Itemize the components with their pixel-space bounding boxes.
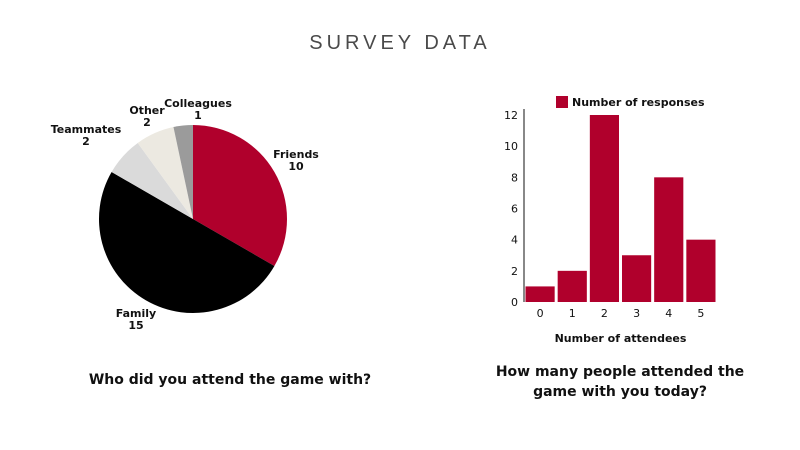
pie-slice-family bbox=[99, 172, 275, 313]
y-tick-label: 12 bbox=[504, 109, 518, 122]
bar-4 bbox=[654, 177, 684, 302]
pie-slice-other bbox=[137, 127, 193, 219]
y-tick-label: 2 bbox=[511, 265, 518, 278]
bar-5 bbox=[686, 239, 716, 302]
pie-label-friends: Friends bbox=[273, 148, 319, 161]
pie-value-other: 2 bbox=[143, 116, 151, 129]
page-title: SURVEY DATA bbox=[309, 32, 491, 54]
legend-label: Number of responses bbox=[572, 96, 705, 109]
y-tick-label: 4 bbox=[511, 234, 518, 247]
x-tick-label: 1 bbox=[569, 307, 576, 320]
y-tick-label: 8 bbox=[511, 171, 518, 184]
pie-label-family: Family bbox=[116, 307, 156, 320]
pie-value-teammates: 2 bbox=[82, 135, 90, 148]
x-tick-label: 5 bbox=[697, 307, 704, 320]
x-axis-title: Number of attendees bbox=[555, 332, 687, 345]
pie-label-other: Other bbox=[129, 104, 165, 117]
x-tick-label: 4 bbox=[665, 307, 672, 320]
pie-slice-colleagues bbox=[173, 125, 193, 219]
bar-2 bbox=[589, 115, 619, 302]
pie-label-teammates: Teammates bbox=[51, 123, 122, 136]
pie-value-colleagues: 1 bbox=[194, 109, 202, 122]
y-tick-label: 10 bbox=[504, 140, 518, 153]
pie-value-friends: 10 bbox=[288, 160, 304, 173]
x-tick-label: 2 bbox=[601, 307, 608, 320]
pie-slice-teammates bbox=[111, 142, 193, 219]
y-tick-label: 0 bbox=[511, 296, 518, 309]
bar-0 bbox=[525, 286, 555, 302]
x-tick-label: 3 bbox=[633, 307, 640, 320]
x-tick-label: 0 bbox=[537, 307, 544, 320]
legend-swatch bbox=[556, 96, 568, 108]
pie-chart-caption: Who did you attend the game with? bbox=[88, 372, 372, 388]
pie-value-family: 15 bbox=[128, 319, 143, 332]
y-tick-label: 6 bbox=[511, 203, 518, 216]
pie-slice-friends bbox=[193, 125, 287, 266]
bar-chart-caption: How many people attended the game with y… bbox=[495, 364, 745, 400]
pie-label-colleagues: Colleagues bbox=[164, 97, 232, 110]
bar-3 bbox=[622, 255, 652, 302]
bar-1 bbox=[557, 270, 587, 302]
